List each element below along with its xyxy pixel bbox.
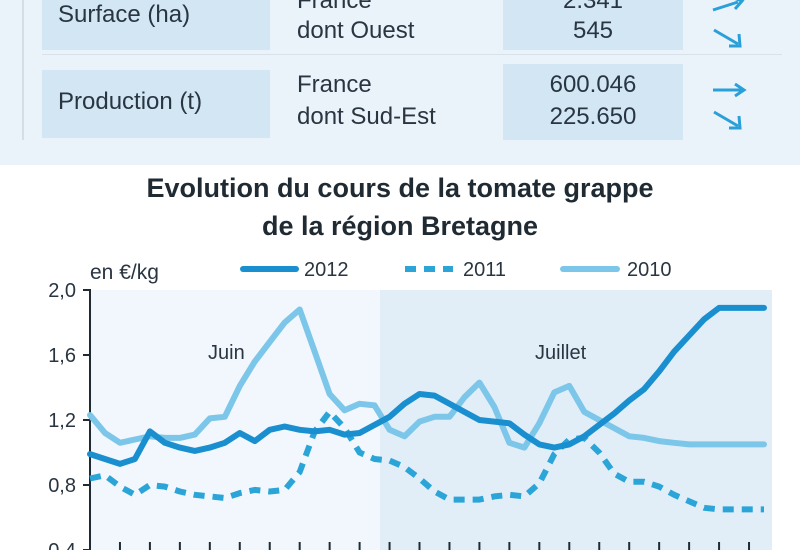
- row2-value-cell: [503, 64, 683, 140]
- series-lines: [87, 304, 767, 513]
- chart-title-line1: Evolution du cours de la tomate grappe: [146, 173, 654, 203]
- row1-value-1: 2.341: [562, 0, 624, 14]
- x-axis: [89, 542, 751, 550]
- y-axis: 0,4 0,8 1,2 1,6 2,0: [48, 280, 91, 550]
- row2-label: Production (t): [58, 88, 203, 115]
- trend-down-arrow-icon: [713, 110, 742, 130]
- table-left-rule: [22, 0, 24, 140]
- row1-label: Surface (ha): [58, 1, 191, 28]
- y-tick-label: 0,4: [48, 540, 76, 550]
- y-tick-label: 0,8: [48, 475, 76, 497]
- series-line-2010: [87, 306, 767, 451]
- statistics-table: Surface (ha) France dont Ouest 2.341 545…: [0, 0, 800, 150]
- line-chart: Juin Juillet en €/kg 2012 2011 2010 0,40…: [48, 259, 772, 550]
- period-label-juillet: Juillet: [535, 342, 587, 364]
- row2-region-2: dont Sud-Est: [297, 103, 436, 130]
- row1-region-1: France: [297, 0, 372, 14]
- y-axis-label: en €/kg: [90, 261, 159, 284]
- row1-region-2: dont Ouest: [297, 17, 415, 44]
- y-tick-label: 1,2: [48, 410, 76, 432]
- row2-label-cell: [42, 70, 270, 138]
- trend-up-arrow-icon: [712, 0, 745, 12]
- row-divider: [42, 54, 782, 55]
- period-band-juin: [90, 290, 380, 550]
- chart-title-line2: de la région Bretagne: [261, 211, 539, 241]
- row1-value-cell: [503, 0, 683, 50]
- legend-label-2012: 2012: [304, 259, 349, 281]
- chart-panel: Evolution du cours de la tomate grappe d…: [0, 165, 800, 550]
- row1-label-cell: [42, 0, 270, 50]
- y-tick-label: 2,0: [48, 280, 76, 302]
- legend-label-2011: 2011: [463, 259, 506, 281]
- trend-flat-arrow-icon: [713, 82, 747, 98]
- y-tick-label: 1,6: [48, 345, 76, 367]
- series-line-2012: [87, 304, 767, 467]
- trend-down-arrow-icon: [713, 28, 742, 48]
- row2-value-1: 600.046: [549, 71, 637, 98]
- legend: 2012 2011 2010: [240, 259, 672, 281]
- period-label-juin: Juin: [208, 342, 245, 364]
- series-line-2011: [89, 408, 764, 513]
- legend-label-2010: 2010: [627, 259, 672, 281]
- row2-region-1: France: [297, 71, 372, 98]
- row1-value-2: 545: [572, 17, 614, 44]
- row2-value-2: 225.650: [549, 103, 637, 130]
